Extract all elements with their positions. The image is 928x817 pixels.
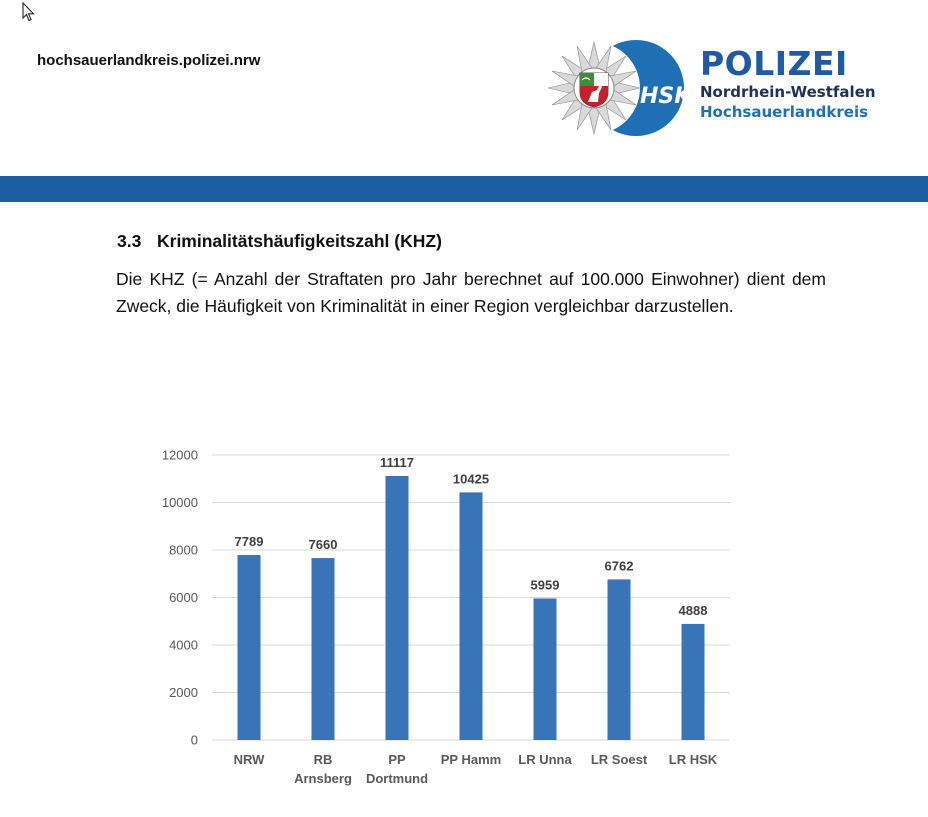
x-tick-label: PP — [388, 752, 406, 767]
y-tick-label: 12000 — [162, 448, 198, 463]
y-tick-label: 4000 — [169, 638, 198, 653]
y-tick-label: 8000 — [169, 543, 198, 558]
section-title: Kriminalitätshäufigkeitszahl (KHZ) — [157, 231, 442, 251]
y-tick-label: 0 — [191, 733, 198, 748]
bar — [533, 598, 557, 740]
logo-title: POLIZEI — [700, 44, 848, 83]
y-tick-label: 2000 — [169, 685, 198, 700]
site-url[interactable]: hochsauerlandkreis.polizei.nrw — [37, 52, 261, 69]
x-tick-label: PP Hamm — [441, 752, 501, 767]
section-heading: 3.3 Kriminalitätshäufigkeitszahl (KHZ) — [117, 231, 442, 252]
bar — [311, 558, 335, 740]
bar — [681, 623, 705, 740]
logo-subtitle-state: Nordrhein-Westfalen — [700, 83, 876, 101]
header-band — [0, 176, 928, 202]
x-tick-label: RB — [314, 752, 333, 767]
data-label: 10425 — [453, 471, 489, 486]
data-label: 7789 — [235, 534, 264, 549]
bar — [385, 475, 409, 740]
x-tick-label: Arnsberg — [294, 771, 352, 786]
x-tick-label: LR Soest — [591, 752, 648, 767]
data-label: 4888 — [679, 603, 708, 618]
data-label: 7660 — [309, 537, 338, 552]
police-star-badge-icon: HSK — [547, 40, 686, 136]
data-label: 6762 — [605, 558, 634, 573]
bar — [459, 492, 483, 740]
badge-hsk-text: HSK — [640, 84, 686, 109]
x-tick-label: LR HSK — [669, 752, 718, 767]
logo-subtitle-district: Hochsauerlandkreis — [700, 103, 869, 121]
section-paragraph: Die KHZ (= Anzahl der Straftaten pro Jah… — [116, 269, 826, 316]
data-label: 11117 — [380, 455, 414, 470]
x-tick-label: NRW — [234, 752, 266, 767]
section-number: 3.3 — [117, 231, 142, 251]
y-tick-label: 6000 — [169, 590, 198, 605]
x-tick-label: LR Unna — [518, 752, 572, 767]
mouse-cursor-icon — [22, 2, 35, 22]
bar — [237, 555, 261, 740]
data-label: 5959 — [531, 577, 560, 592]
x-tick-label: Dortmund — [366, 771, 428, 786]
bar — [607, 579, 631, 740]
polizei-logo: HSK — [536, 36, 896, 140]
y-tick-label: 10000 — [162, 495, 198, 510]
